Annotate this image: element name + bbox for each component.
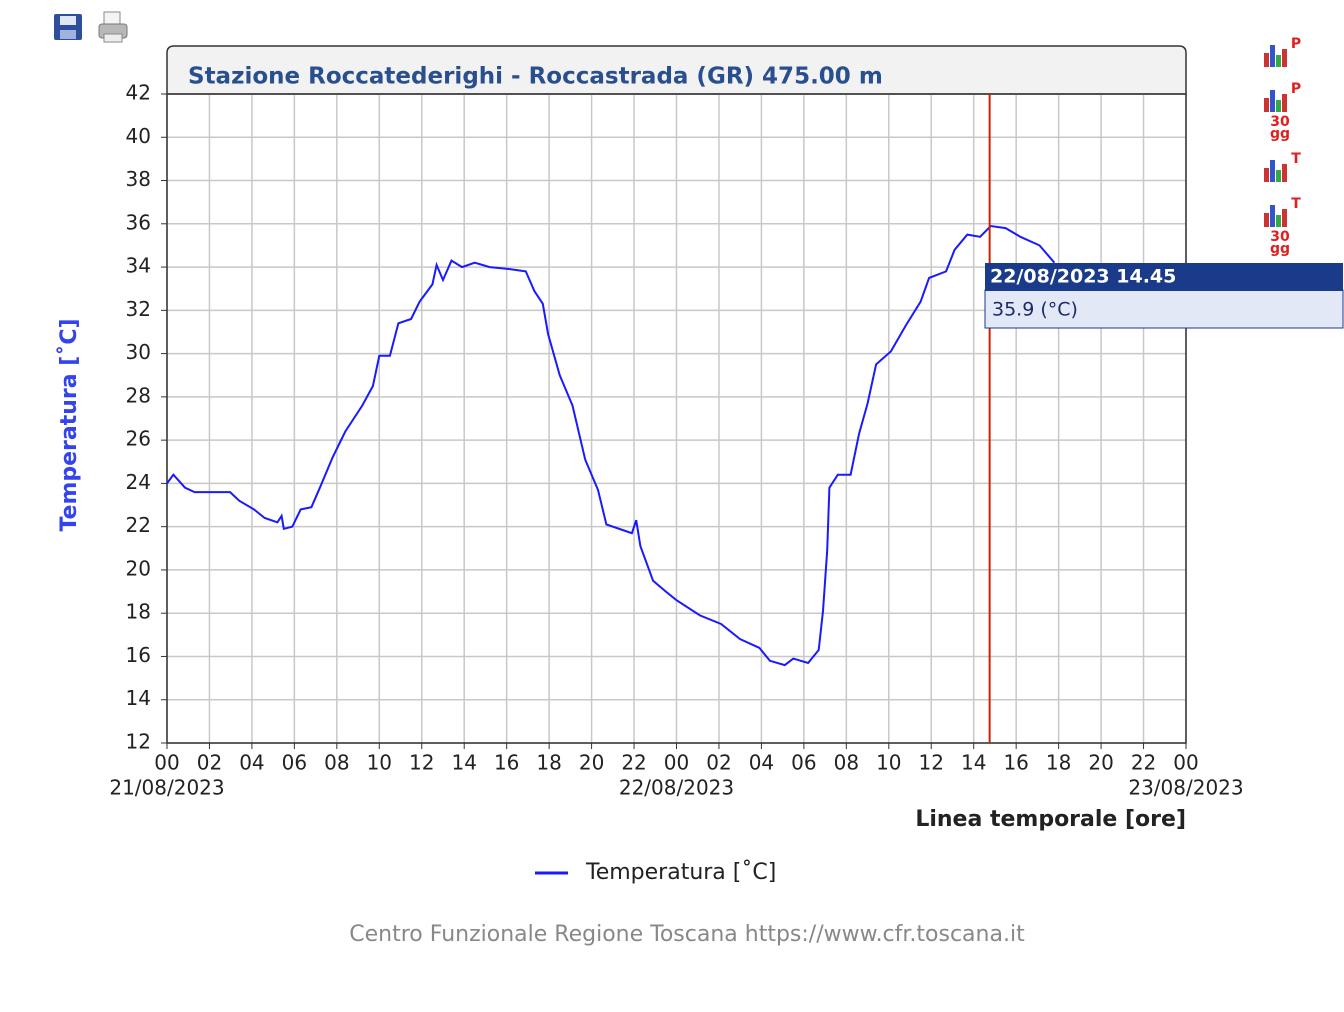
y-tick-label: 42 (126, 81, 151, 105)
y-tick-label: 22 (126, 513, 151, 537)
y-tick-label: 32 (126, 297, 151, 321)
icon-bar (1276, 170, 1281, 182)
save-icon[interactable] (54, 14, 82, 40)
icon-bar (1276, 100, 1281, 112)
x-tick-label: 08 (834, 751, 859, 775)
x-tick-label: 04 (749, 751, 774, 775)
x-tick-label: 22 (621, 751, 646, 775)
icon-unit: gg (1270, 241, 1290, 257)
y-tick-label: 40 (126, 124, 151, 148)
tooltip-text: 35.9 (°C) (992, 299, 1078, 321)
tooltip-header (985, 263, 1343, 291)
legend-label: Temperatura [˚C] (585, 860, 776, 885)
x-tick-label: 14 (451, 751, 476, 775)
icon-unit: gg (1270, 126, 1290, 142)
data-line (166, 224, 1056, 667)
icon-days: 30 (1270, 114, 1290, 130)
date-label: 23/08/2023 (1128, 776, 1243, 800)
chart-title: Stazione Roccatederighi - Roccastrada (G… (188, 64, 883, 90)
sidebar-icon[interactable]: T (1264, 151, 1301, 182)
x-tick-label: 16 (1003, 751, 1028, 775)
y-tick-label: 30 (126, 340, 151, 364)
icon-bar (1282, 94, 1287, 112)
date-label: 22/08/2023 (619, 776, 734, 800)
icon-bar (1270, 205, 1275, 227)
icon-days: 30 (1270, 229, 1290, 245)
icon-bar (1282, 164, 1287, 182)
x-tick-label: 04 (239, 751, 264, 775)
tooltip-title: 22/08/2023 14.45 (990, 266, 1176, 288)
y-tick-label: 20 (126, 556, 151, 580)
x-tick-label: 06 (791, 751, 816, 775)
y-tick-label: 36 (126, 210, 151, 234)
icon-bar (1282, 49, 1287, 67)
y-tick-label: 38 (126, 167, 151, 191)
x-tick-label: 00 (664, 751, 689, 775)
x-tick-label: 18 (536, 751, 561, 775)
x-tick-label: 22 (1131, 751, 1156, 775)
y-tick-label: 12 (126, 730, 151, 754)
icon-letter: T (1291, 196, 1301, 212)
y-tick-label: 14 (126, 686, 151, 710)
x-tick-label: 20 (1088, 751, 1113, 775)
x-tick-label: 02 (706, 751, 731, 775)
y-tick-label: 28 (126, 383, 151, 407)
x-tick-label: 16 (494, 751, 519, 775)
icon-bar (1264, 98, 1269, 112)
y-tick-label: 16 (126, 643, 151, 667)
x-tick-label: 12 (919, 751, 944, 775)
x-tick-label: 10 (876, 751, 901, 775)
icon-bar (1282, 209, 1287, 227)
x-tick-label: 20 (579, 751, 604, 775)
icon-letter: P (1291, 81, 1301, 97)
x-tick-label: 14 (961, 751, 986, 775)
tooltip-body (984, 289, 1344, 329)
icon-bar (1264, 168, 1269, 182)
y-axis-label: Temperatura [˚C] (57, 318, 82, 531)
x-tick-label: 08 (324, 751, 349, 775)
icon-bar (1270, 90, 1275, 112)
y-tick-label: 34 (126, 254, 151, 278)
x-tick-label: 00 (154, 751, 179, 775)
x-tick-label: 02 (197, 751, 222, 775)
y-tick-label: 18 (126, 600, 151, 624)
credit: Centro Funzionale Regione Toscana https:… (349, 922, 1025, 947)
icon-bar (1270, 45, 1275, 67)
x-tick-label: 18 (1046, 751, 1071, 775)
y-tick-label: 26 (126, 427, 151, 451)
icon-bar (1264, 53, 1269, 67)
title-box (166, 45, 1187, 95)
icon-bar (1264, 213, 1269, 227)
icon-bar (1270, 160, 1275, 182)
icon-letter: P (1291, 36, 1301, 52)
x-axis-label: Linea temporale [ore] (915, 807, 1186, 832)
x-tick-label: 06 (282, 751, 307, 775)
icon-bar (1276, 215, 1281, 227)
y-tick-label: 24 (126, 470, 151, 494)
icon-letter: T (1291, 151, 1301, 167)
print-icon[interactable] (98, 11, 128, 43)
icon-bar (1276, 55, 1281, 67)
date-label: 21/08/2023 (109, 776, 224, 800)
x-tick-label: 00 (1173, 751, 1198, 775)
x-tick-label: 12 (409, 751, 434, 775)
sidebar-icon[interactable]: P (1264, 36, 1301, 67)
x-tick-label: 10 (367, 751, 392, 775)
